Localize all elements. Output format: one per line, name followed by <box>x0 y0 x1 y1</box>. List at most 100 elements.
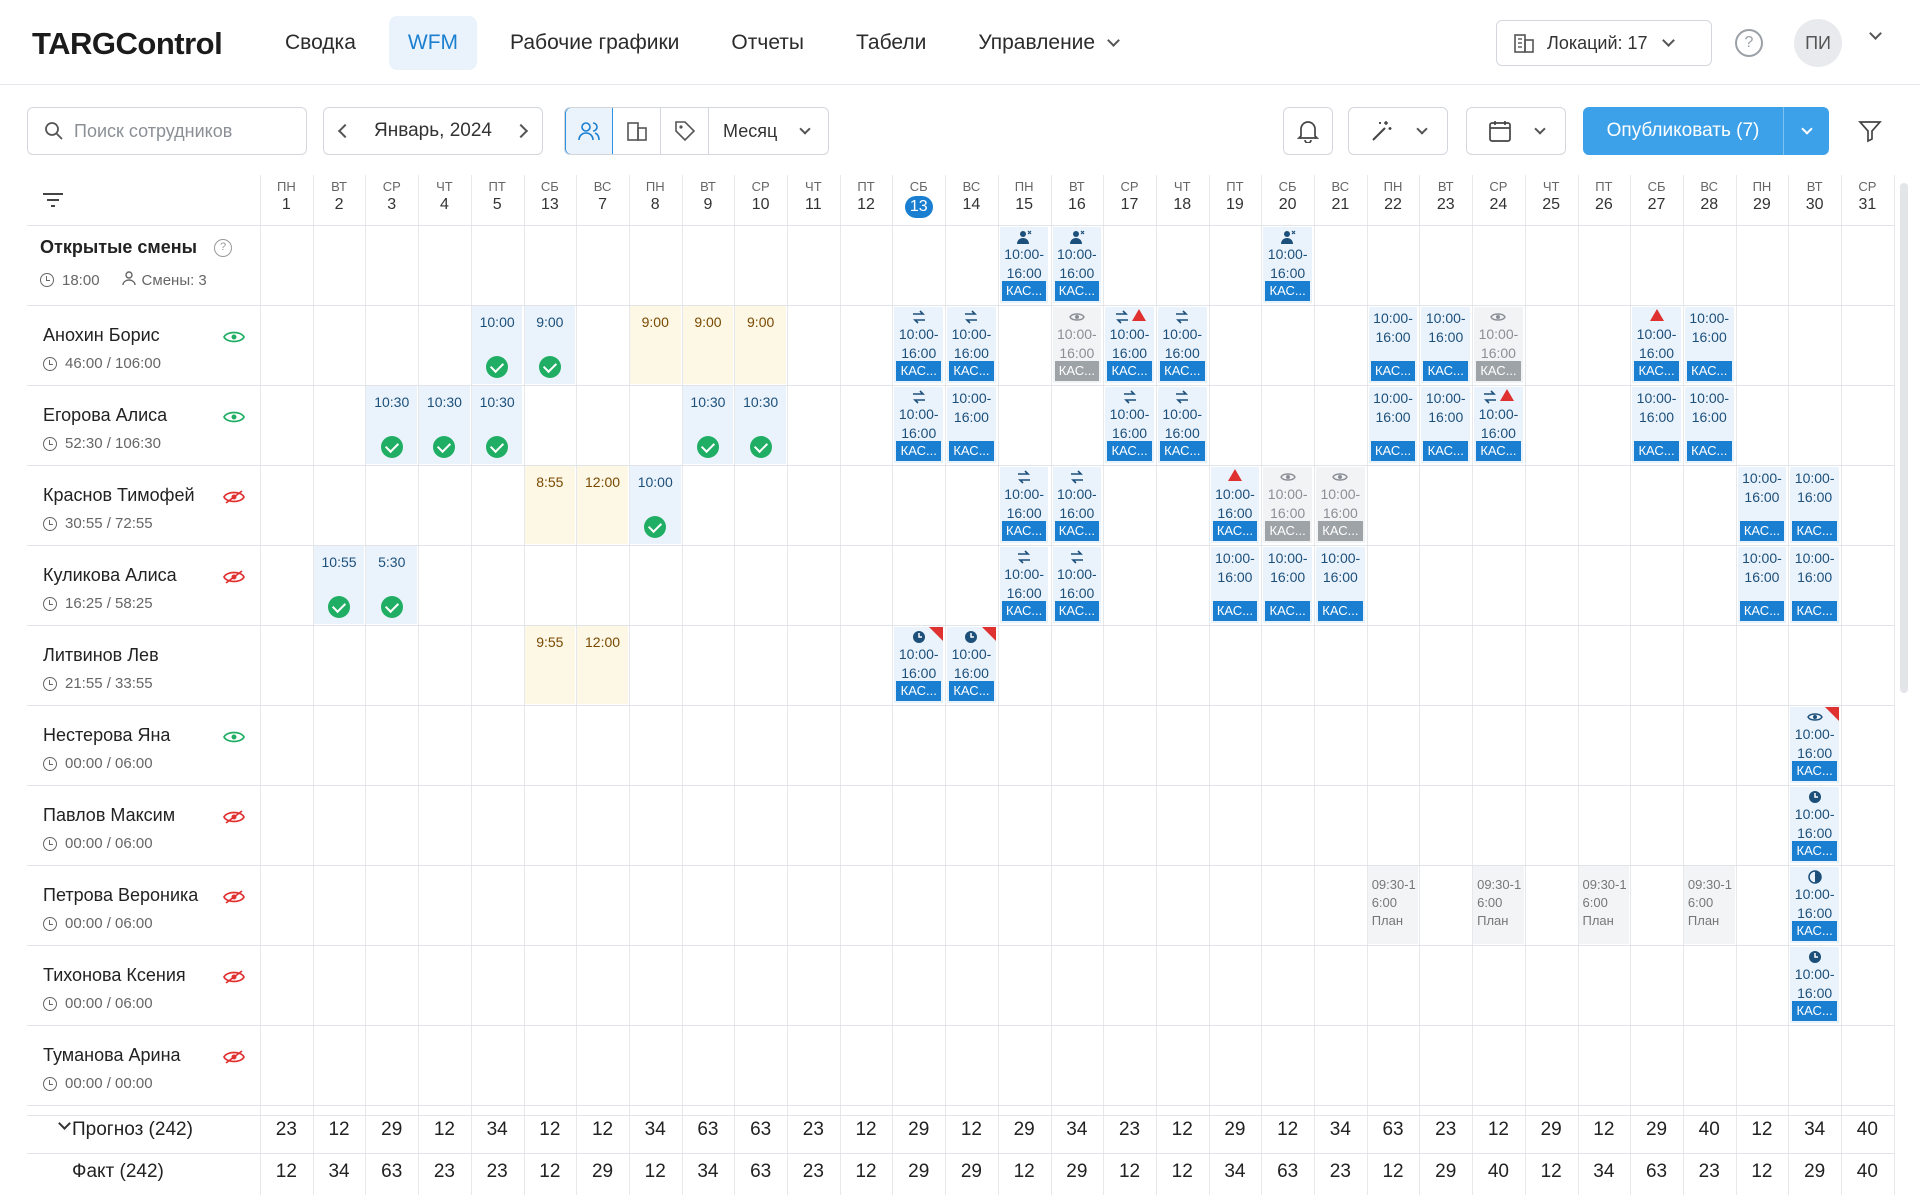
day-header[interactable]: СР 3 <box>365 179 418 214</box>
view-locations-button[interactable] <box>613 108 661 154</box>
shift-card[interactable]: 10:00-16:00 КАС... <box>1157 387 1207 463</box>
attendance-cell[interactable]: 9:55 <box>524 626 576 704</box>
day-header[interactable]: СБ 13 <box>892 179 945 218</box>
nav-3[interactable]: Рабочие графики <box>491 16 698 70</box>
vertical-scrollbar[interactable] <box>1900 183 1908 693</box>
day-header[interactable]: ВТ 2 <box>313 179 366 214</box>
shift-card[interactable]: 10:00-16:00 КАС... <box>1210 467 1260 543</box>
shift-card[interactable]: 10:00-16:00 КАС... <box>1316 467 1365 543</box>
day-header[interactable]: СР 24 <box>1472 179 1525 214</box>
day-header[interactable]: ПН 29 <box>1736 179 1789 214</box>
day-header[interactable]: ВТ 23 <box>1419 179 1472 214</box>
day-header[interactable]: ВС 28 <box>1683 179 1736 214</box>
hidden-eye-icon[interactable] <box>223 890 245 904</box>
attendance-cell[interactable]: 10:30 <box>682 386 734 464</box>
day-header[interactable]: ПТ 26 <box>1578 179 1631 214</box>
next-month-icon[interactable] <box>513 123 529 139</box>
day-header[interactable]: ВТ 16 <box>1051 179 1104 214</box>
nav-2[interactable]: WFM <box>388 16 478 70</box>
attendance-cell[interactable]: 10:55 <box>313 546 365 624</box>
shift-card[interactable]: 10:00-16:00 КАС... <box>1737 467 1787 543</box>
employee-name[interactable]: Туманова Арина <box>43 1045 181 1065</box>
shift-card[interactable]: 10:00-16:00 КАС... <box>1210 547 1260 623</box>
attendance-cell[interactable]: 9:00 <box>524 306 576 384</box>
attendance-cell[interactable]: 10:00 <box>629 466 681 544</box>
day-header[interactable]: ПТ 12 <box>840 179 893 214</box>
shift-card[interactable]: 10:00-16:00 КАС... <box>1632 307 1681 383</box>
shift-card[interactable]: 10:00-16:00 КАС... <box>1684 307 1734 383</box>
shift-card[interactable]: 10:00-16:00 КАС... <box>1474 307 1523 383</box>
filter-button[interactable] <box>1848 107 1892 155</box>
shift-card[interactable]: 10:00-16:00 КАС... <box>1052 547 1102 623</box>
shift-card[interactable]: 10:00-16:00 КАС... <box>1790 547 1839 623</box>
plan-cell[interactable]: 09:30-16:00 План <box>1473 866 1524 944</box>
prev-month-icon[interactable] <box>337 123 353 139</box>
day-header[interactable]: СР 17 <box>1103 179 1156 214</box>
user-avatar[interactable]: ПИ <box>1794 19 1842 67</box>
plan-cell[interactable]: 09:30-16:00 План <box>1367 866 1419 944</box>
shift-card[interactable]: 10:00-16:00 КАС... <box>894 627 944 703</box>
view-employees-button[interactable] <box>565 108 613 154</box>
help-icon[interactable]: ? <box>1735 29 1763 57</box>
shift-card[interactable]: 10:00-16:00 КАС... <box>1790 707 1839 783</box>
shift-card[interactable]: 10:00-16:00 КАС... <box>999 467 1049 543</box>
day-header[interactable]: ВС 7 <box>576 179 629 214</box>
employee-name[interactable]: Павлов Максим <box>43 805 176 825</box>
employee-name[interactable]: Краснов Тимофей <box>43 485 195 505</box>
day-header[interactable]: ВТ 9 <box>682 179 735 214</box>
shift-card[interactable]: 10:00-16:00 КАС... <box>1052 467 1102 543</box>
employee-name[interactable]: Нестерова Яна <box>43 725 171 745</box>
collapse-chevron-icon[interactable] <box>58 1117 71 1130</box>
shift-card[interactable]: 10:00-16:00 КАС... <box>1157 307 1207 383</box>
attendance-cell[interactable]: 12:00 <box>577 466 628 544</box>
shift-card[interactable]: 10:00-16:00 КАС... <box>1316 547 1365 623</box>
plan-cell[interactable]: 09:30-16:00 План <box>1578 866 1630 944</box>
shift-card[interactable]: 10:00-16:00 КАС... <box>1421 307 1471 383</box>
attendance-cell[interactable]: 9:00 <box>735 306 786 384</box>
shift-card[interactable]: 10:00-16:00 КАС... <box>894 307 944 383</box>
day-header[interactable]: ЧТ 4 <box>418 179 471 214</box>
shift-card[interactable]: 10:00-16:00 КАС... <box>999 547 1049 623</box>
shift-card[interactable]: 10:00-16:00 КАС... <box>1263 547 1312 623</box>
employee-search[interactable]: Поиск сотрудников <box>27 107 307 155</box>
nav-4[interactable]: Отчеты <box>712 16 823 70</box>
shift-card[interactable]: 10:00-16:00 КАС... <box>1052 307 1102 383</box>
hidden-eye-icon[interactable] <box>223 1050 245 1064</box>
shift-card[interactable]: 10:00-16:00 КАС... <box>1790 867 1839 943</box>
day-header[interactable]: ПН 22 <box>1367 179 1420 214</box>
view-mode-select[interactable]: Месяц <box>709 108 828 154</box>
day-header[interactable]: ЧТ 25 <box>1525 179 1578 214</box>
location-selector[interactable]: Локаций: 17 <box>1496 20 1712 66</box>
day-header[interactable]: ЧТ 11 <box>787 179 840 214</box>
nav-6[interactable]: Управление <box>959 16 1137 70</box>
attendance-cell[interactable]: 10:00 <box>471 306 523 384</box>
day-header[interactable]: ПТ 19 <box>1209 179 1262 214</box>
hidden-eye-icon[interactable] <box>223 810 245 824</box>
employee-name[interactable]: Куликова Алиса <box>43 565 177 585</box>
shift-card[interactable]: 10:00-16:00 КАС... <box>1052 227 1102 303</box>
shift-card[interactable]: 10:00-16:00 КАС... <box>947 307 996 383</box>
shift-card[interactable]: 10:00-16:00 КАС... <box>947 387 996 463</box>
day-header[interactable]: ПН 1 <box>260 179 313 214</box>
shift-card[interactable]: 10:00-16:00 КАС... <box>1263 467 1312 543</box>
day-header[interactable]: ПН 8 <box>629 179 682 214</box>
hidden-eye-icon[interactable] <box>223 970 245 984</box>
hidden-eye-icon[interactable] <box>223 570 245 584</box>
day-header[interactable]: ВС 21 <box>1314 179 1367 214</box>
visible-eye-icon[interactable] <box>223 330 245 344</box>
shift-card[interactable]: 10:00-16:00 КАС... <box>1632 387 1681 463</box>
nav-5[interactable]: Табели <box>837 16 945 70</box>
view-tags-button[interactable] <box>661 108 709 154</box>
shift-card[interactable]: 10:00-16:00 КАС... <box>1368 387 1418 463</box>
employee-name[interactable]: Тихонова Ксения <box>43 965 186 985</box>
attendance-cell[interactable]: 10:30 <box>419 386 470 464</box>
visible-eye-icon[interactable] <box>223 730 245 744</box>
attendance-cell[interactable]: 10:30 <box>471 386 523 464</box>
shift-card[interactable]: 10:00-16:00 КАС... <box>1105 387 1154 463</box>
day-header[interactable]: СР 31 <box>1841 179 1894 214</box>
attendance-cell[interactable]: 8:55 <box>524 466 576 544</box>
shift-card[interactable]: 10:00-16:00 КАС... <box>1790 467 1839 543</box>
shift-card[interactable]: 10:00-16:00 КАС... <box>1790 787 1839 863</box>
nav-1[interactable]: Сводка <box>266 16 375 70</box>
day-header[interactable]: ПТ 5 <box>471 179 524 214</box>
